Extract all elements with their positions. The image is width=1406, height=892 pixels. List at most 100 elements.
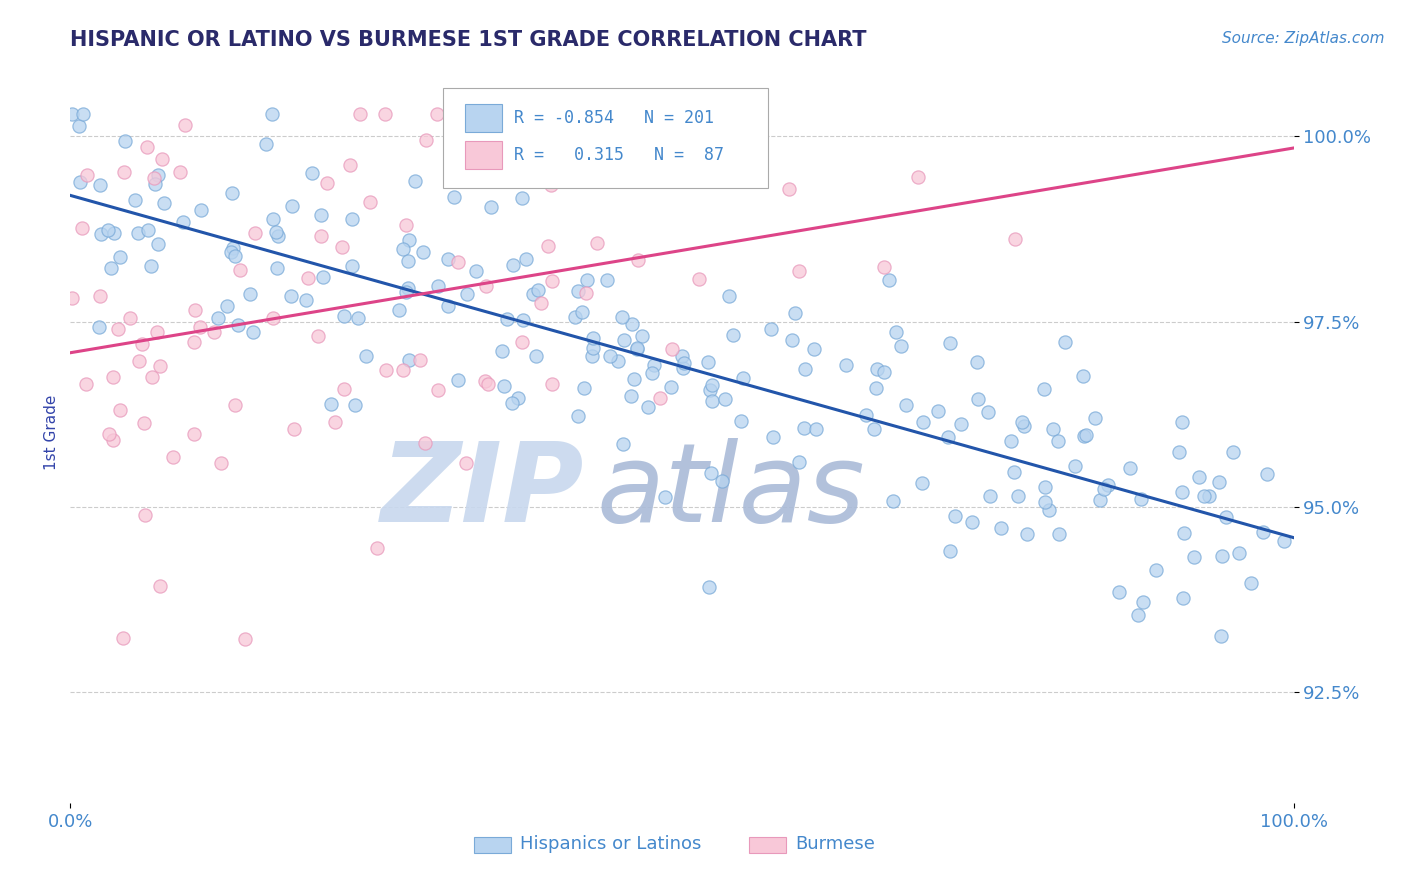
Point (1274, 533, 1296, 548)
Point (1192, 489, 1215, 503)
Point (1092, 482, 1115, 496)
Point (1073, 428, 1095, 442)
Point (793, 421, 815, 435)
Point (150, 152, 173, 166)
Point (567, 284, 589, 298)
Point (143, 178, 166, 192)
Point (146, 237, 169, 252)
Point (354, 349, 377, 363)
Point (325, 415, 347, 429)
Point (979, 490, 1001, 504)
Point (262, 310, 284, 325)
Point (581, 349, 603, 363)
Point (713, 392, 735, 406)
Point (128, 354, 150, 368)
Point (260, 107, 283, 121)
Point (673, 356, 696, 370)
Point (332, 382, 354, 396)
Point (1256, 467, 1278, 481)
Point (966, 392, 988, 406)
Point (785, 306, 807, 320)
Point (340, 260, 363, 274)
Point (1002, 465, 1025, 479)
Point (530, 296, 553, 310)
Point (1130, 492, 1153, 507)
Point (595, 272, 617, 286)
Point (222, 241, 245, 255)
Point (479, 200, 502, 214)
Point (1251, 524, 1274, 539)
Point (911, 416, 934, 430)
Point (623, 372, 645, 386)
Point (877, 272, 900, 286)
Point (1011, 415, 1033, 429)
Point (522, 286, 544, 301)
Point (510, 334, 533, 349)
Point (1126, 607, 1149, 622)
Point (330, 240, 353, 254)
Point (472, 172, 495, 186)
Point (654, 490, 676, 504)
Point (1017, 527, 1039, 541)
Point (610, 310, 633, 324)
Point (239, 287, 262, 301)
Point (149, 359, 172, 374)
Point (333, 309, 356, 323)
Point (1182, 550, 1205, 565)
Point (1108, 585, 1130, 599)
Point (437, 299, 460, 313)
Point (540, 178, 562, 193)
Point (281, 199, 304, 213)
Point (524, 349, 547, 363)
Point (1004, 232, 1026, 246)
Point (254, 136, 277, 151)
Point (939, 336, 962, 351)
Point (697, 123, 720, 137)
Point (245, 226, 267, 240)
Point (1208, 475, 1230, 489)
Point (620, 389, 643, 403)
Point (1173, 526, 1195, 541)
Point (477, 376, 499, 391)
Point (221, 186, 243, 201)
Point (1198, 489, 1220, 503)
Point (960, 515, 983, 529)
Point (309, 208, 332, 222)
Point (700, 394, 723, 409)
Point (136, 222, 159, 236)
Point (76, 168, 98, 182)
Point (648, 391, 671, 405)
Point (108, 402, 131, 417)
Point (172, 215, 194, 229)
Point (294, 293, 316, 307)
Point (697, 580, 720, 594)
Point (1033, 480, 1056, 494)
Point (464, 263, 486, 277)
Point (347, 310, 370, 325)
Point (620, 317, 643, 331)
Point (699, 466, 721, 480)
Point (343, 398, 366, 412)
Point (977, 405, 1000, 419)
Point (183, 334, 205, 349)
Point (67, 119, 90, 133)
Point (1209, 630, 1232, 644)
Point (990, 521, 1012, 535)
Text: Hispanics or Latinos: Hispanics or Latinos (520, 835, 702, 853)
Point (884, 326, 907, 340)
Point (297, 271, 319, 285)
Point (72, 107, 94, 121)
Point (873, 365, 896, 379)
Point (404, 174, 426, 188)
Point (112, 165, 135, 179)
Point (512, 312, 534, 326)
Point (612, 436, 634, 450)
Point (787, 264, 810, 278)
Point (710, 474, 733, 488)
Point (1071, 368, 1094, 383)
Point (131, 337, 153, 351)
Point (60, 107, 83, 121)
Point (301, 166, 323, 180)
Point (474, 374, 496, 388)
Point (571, 305, 593, 319)
